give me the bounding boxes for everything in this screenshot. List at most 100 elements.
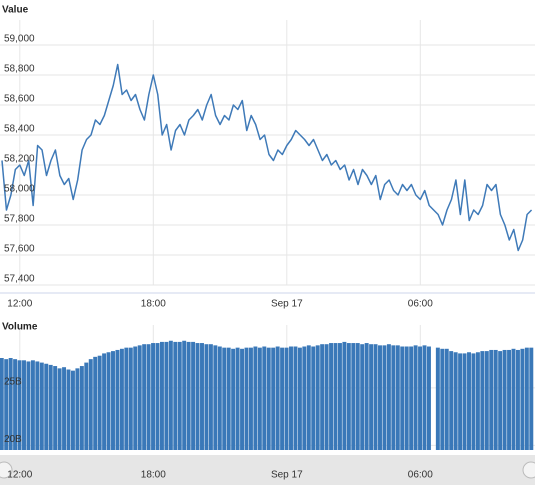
bar (329, 343, 334, 450)
x-tick-label: 12:00 (7, 470, 32, 481)
bar (444, 348, 449, 450)
bar (88, 359, 93, 450)
bar (173, 341, 178, 450)
bar (66, 369, 71, 450)
navigator-handle[interactable] (522, 461, 535, 479)
bar (84, 362, 89, 450)
bar (297, 347, 302, 450)
bar (458, 353, 463, 450)
bar (177, 341, 182, 450)
x-tick-label: Sep 17 (271, 470, 303, 481)
bar (382, 345, 387, 450)
bar (17, 360, 22, 450)
bar (191, 341, 196, 450)
y-tick-label: 58,000 (4, 184, 35, 195)
bar (222, 347, 227, 450)
bar (106, 352, 111, 450)
bar (449, 351, 454, 450)
bar (195, 343, 200, 450)
bar (275, 346, 280, 450)
bar (511, 348, 516, 450)
y-tick-label: 25B (4, 377, 22, 388)
bar (306, 345, 311, 450)
bar (62, 367, 67, 450)
bar (337, 343, 342, 450)
y-tick-label: 20B (4, 434, 22, 445)
bar (26, 361, 31, 450)
bar (248, 347, 253, 450)
chart-title: Volume (2, 322, 38, 333)
bar (200, 343, 204, 450)
bar (480, 351, 485, 450)
bar (440, 348, 445, 450)
bar (426, 346, 431, 450)
x-tick-label: 18:00 (141, 470, 166, 481)
x-tick-label: 12:00 (7, 299, 32, 310)
bar (8, 358, 13, 450)
bar (119, 348, 124, 450)
bar (293, 346, 298, 450)
bar (360, 344, 365, 450)
bar (266, 347, 271, 450)
bar (333, 343, 338, 450)
y-tick-label: 57,600 (4, 244, 35, 255)
bar (57, 368, 62, 450)
bar (137, 345, 142, 450)
bar (151, 343, 156, 450)
x-tick-label: 06:00 (408, 299, 433, 310)
bar (111, 351, 115, 450)
bar (182, 340, 187, 450)
bar (515, 349, 520, 450)
bar (422, 345, 427, 450)
bar (217, 346, 222, 450)
bar (226, 347, 231, 450)
bar (404, 346, 409, 450)
bar (507, 349, 512, 450)
y-tick-label: 58,200 (4, 154, 35, 165)
bar (280, 347, 285, 450)
y-tick-label: 57,800 (4, 214, 35, 225)
bar (409, 346, 414, 450)
bar (502, 349, 507, 450)
bar (204, 344, 209, 450)
y-tick-label: 57,400 (4, 274, 35, 285)
bar (97, 355, 102, 450)
bar (369, 344, 374, 450)
y-tick-label: 58,800 (4, 64, 35, 75)
navigator (0, 455, 535, 485)
x-tick-label: 18:00 (141, 299, 166, 310)
bar (324, 344, 329, 450)
bar (79, 366, 84, 450)
bar (386, 344, 391, 450)
bar (378, 345, 382, 450)
bar (159, 341, 164, 450)
bar (128, 347, 133, 450)
bar (124, 347, 129, 450)
bar (262, 346, 267, 450)
bar (391, 345, 396, 450)
bar (395, 345, 400, 450)
bar (342, 341, 347, 450)
bar (4, 359, 9, 450)
y-tick-label: 58,400 (4, 124, 35, 135)
bar (70, 370, 75, 450)
bar (30, 360, 35, 450)
bar (320, 344, 325, 450)
bar (351, 343, 356, 450)
navigator-handle[interactable] (0, 461, 13, 479)
bar (289, 346, 293, 450)
bar (524, 347, 529, 450)
bar (22, 360, 26, 450)
bar (284, 347, 289, 450)
bar (35, 361, 40, 450)
bar (44, 363, 49, 450)
bar (302, 346, 307, 450)
bar (164, 341, 169, 450)
bar (168, 340, 173, 450)
bar (0, 358, 4, 450)
bar (471, 353, 476, 450)
bar (53, 366, 58, 450)
bar (498, 351, 503, 450)
bar (453, 352, 458, 450)
